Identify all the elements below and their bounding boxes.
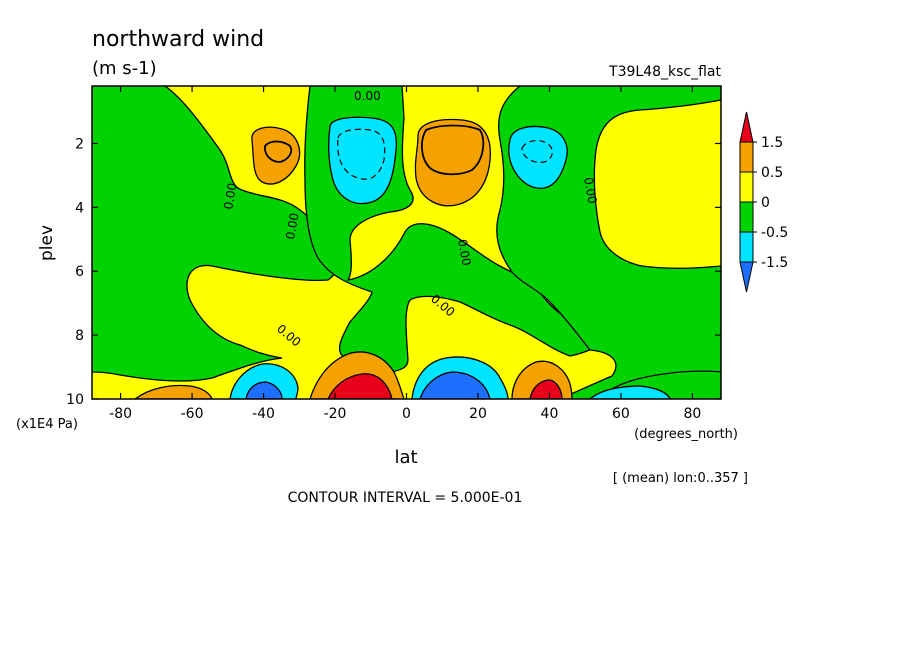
contour-label: 0.00 xyxy=(354,89,381,103)
colorbar-label: 0.5 xyxy=(761,165,783,181)
x-tick-label: -60 xyxy=(181,406,204,422)
x-axis: -80 -60 -40 -20 0 20 40 60 80 xyxy=(109,86,701,422)
fill-negative-mid-2 xyxy=(508,125,568,189)
fill-positive-high-2 xyxy=(529,379,563,399)
x-tick-label: -80 xyxy=(109,406,132,422)
contour-label: 0.00 xyxy=(221,182,239,211)
plot-area xyxy=(92,86,721,399)
x-tick-label: 20 xyxy=(469,406,487,422)
colorbar-label: 1.5 xyxy=(761,135,783,151)
x-axis-units: (degrees_north) xyxy=(634,427,738,442)
colorbar-segment xyxy=(739,111,754,143)
x-tick-label: -40 xyxy=(252,406,275,422)
contour-label: 0.00 xyxy=(283,212,301,241)
colorbar-segment xyxy=(739,231,754,263)
y-axis: 2 4 6 8 10 xyxy=(66,136,721,408)
x-tick-label: 0 xyxy=(402,406,411,422)
y-tick-label: 6 xyxy=(75,264,84,280)
run-label: T39L48_ksc_flat xyxy=(608,64,721,80)
fill-negative-high-2 xyxy=(245,381,283,399)
fill-positive-mid-5 xyxy=(133,384,213,399)
colorbar-segment xyxy=(739,261,754,293)
contour-interval: CONTOUR INTERVAL = 5.000E-01 xyxy=(288,490,523,506)
y-tick-label: 8 xyxy=(75,328,84,344)
y-tick-label: 4 xyxy=(75,200,84,216)
y-tick-label: 2 xyxy=(75,136,84,152)
colorbar: 1.5 0.5 0 -0.5 -1.5 xyxy=(739,111,788,293)
x-tick-label: -20 xyxy=(324,406,347,422)
fill-positive-high-1 xyxy=(327,373,393,399)
fill-negative-high-1 xyxy=(419,371,491,399)
fill-negative-low-west xyxy=(92,86,339,382)
footnote: [ (mean) lon:0..357 ] xyxy=(613,471,748,486)
contour-dashed-1 xyxy=(337,128,386,180)
chart-title: northward wind xyxy=(92,27,264,52)
units-label: (m s-1) xyxy=(92,58,157,79)
contour-label: 0.00 xyxy=(455,238,473,267)
colorbar-segment xyxy=(739,141,754,173)
y-axis-label: plev xyxy=(37,225,57,261)
fill-negative-mid-5 xyxy=(589,385,671,399)
x-tick-label: 40 xyxy=(541,406,559,422)
colorbar-segment xyxy=(739,171,754,203)
colorbar-segment xyxy=(739,201,754,233)
colorbar-label: 0 xyxy=(761,195,770,211)
contour-dashed-2 xyxy=(521,139,553,163)
x-tick-label: 60 xyxy=(612,406,630,422)
colorbar-label: -1.5 xyxy=(761,255,788,271)
colorbar-label: -0.5 xyxy=(761,225,788,241)
fill-positive-mid-1 xyxy=(251,126,301,185)
contour-label: 0.00 xyxy=(581,176,599,205)
x-axis-label: lat xyxy=(394,447,417,468)
contour-solid-2 xyxy=(421,124,485,176)
fill-negative-mid-1 xyxy=(328,116,398,205)
y-tick-label: 10 xyxy=(66,392,84,408)
fill-negative-mid-4 xyxy=(229,363,299,399)
contour-solid-1 xyxy=(264,140,293,163)
fill-positive-mid-2 xyxy=(414,118,492,207)
y-axis-units: (x1E4 Pa) xyxy=(16,417,78,432)
x-tick-label: 80 xyxy=(683,406,701,422)
